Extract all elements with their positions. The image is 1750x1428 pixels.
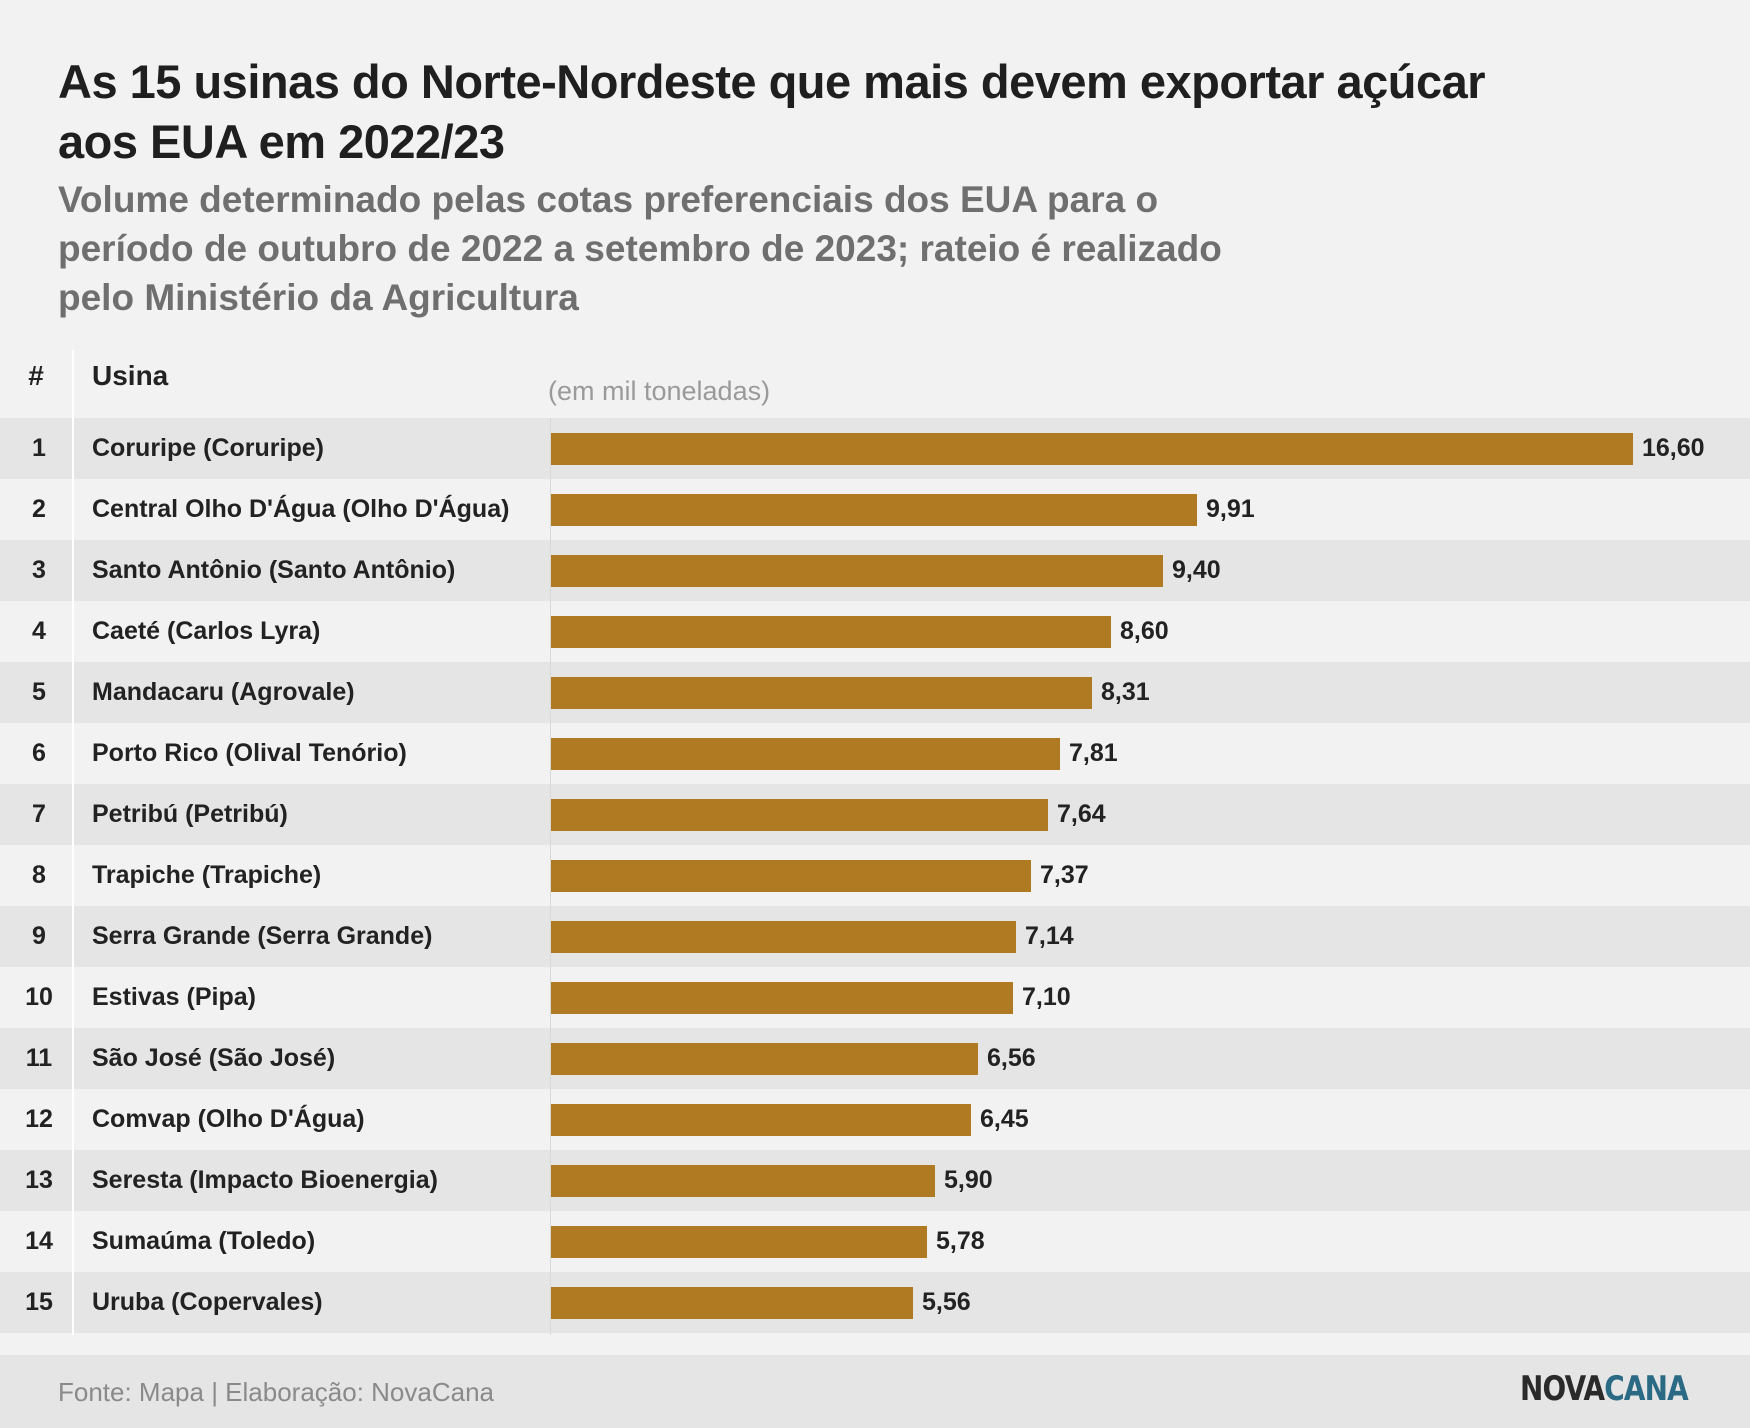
column-divider: [72, 350, 74, 1335]
value-label: 7,10: [1022, 983, 1071, 1011]
bar: [550, 738, 1060, 770]
rank-cell: 7: [32, 800, 46, 828]
table-row: 14 Sumaúma (Toledo) 5,78: [0, 1211, 1750, 1272]
value-label: 5,90: [944, 1166, 993, 1194]
source-note: Fonte: Mapa | Elaboração: NovaCana: [58, 1377, 495, 1407]
table-row: 13 Seresta (Impacto Bioenergia) 5,90: [0, 1150, 1750, 1211]
usina-name: São José (São José): [92, 1044, 336, 1072]
rank-cell: 1: [32, 434, 46, 462]
rank-cell: 4: [32, 617, 46, 645]
rank-column-header: #: [28, 360, 44, 391]
bar: [550, 1043, 978, 1075]
value-label: 9,40: [1172, 556, 1221, 584]
chart-title: As 15 usinas do Norte-Nordeste que mais …: [58, 55, 1486, 168]
rank-cell: 14: [25, 1227, 53, 1255]
usina-name: Comvap (Olho D'Água): [92, 1105, 365, 1133]
unit-label: (em mil toneladas): [548, 376, 771, 406]
bar: [550, 616, 1111, 648]
usina-name: Petribú (Petribú): [92, 800, 288, 828]
rank-cell: 2: [32, 495, 46, 523]
usina-name: Trapiche (Trapiche): [92, 861, 322, 889]
usina-name: Coruripe (Coruripe): [92, 434, 324, 462]
table-row: 10 Estivas (Pipa) 7,10: [0, 967, 1750, 1028]
footer: Fonte: Mapa | Elaboração: NovaCana NOVAC…: [0, 1355, 1750, 1428]
value-label: 6,45: [980, 1105, 1029, 1133]
value-label: 5,78: [936, 1227, 985, 1255]
usina-name: Porto Rico (Olival Tenório): [92, 739, 407, 767]
rank-cell: 15: [25, 1288, 53, 1316]
table-row: 11 São José (São José) 6,56: [0, 1028, 1750, 1089]
value-label: 5,56: [922, 1288, 971, 1316]
usina-name: Uruba (Copervales): [92, 1288, 323, 1316]
bar-baseline: [550, 418, 551, 1335]
usina-name: Serra Grande (Serra Grande): [92, 922, 433, 950]
value-label: 7,14: [1025, 922, 1074, 950]
bar: [550, 1226, 927, 1258]
value-label: 8,60: [1120, 617, 1169, 645]
bar-chart-rows: 1 Coruripe (Coruripe) 16,60 2 Central Olho D…: [0, 418, 1750, 1333]
table-row: 12 Comvap (Olho D'Água) 6,45: [0, 1089, 1750, 1150]
rank-cell: 10: [25, 983, 53, 1011]
rank-cell: 12: [25, 1105, 53, 1133]
value-label: 7,81: [1069, 739, 1118, 767]
value-label: 7,64: [1057, 800, 1106, 828]
value-label: 9,91: [1206, 495, 1255, 523]
bar: [550, 677, 1092, 709]
table-row: 5 Mandacaru (Agrovale) 8,31: [0, 662, 1750, 723]
rank-cell: 5: [32, 678, 46, 706]
bar: [550, 982, 1013, 1014]
value-label: 7,37: [1040, 861, 1089, 889]
usina-name: Central Olho D'Água (Olho D'Água): [92, 495, 510, 523]
rank-cell: 13: [25, 1166, 53, 1194]
rank-cell: 8: [32, 861, 46, 889]
usina-name: Mandacaru (Agrovale): [92, 678, 355, 706]
rank-cell: 6: [32, 739, 46, 767]
bar: [550, 860, 1031, 892]
usina-name: Sumaúma (Toledo): [92, 1227, 316, 1255]
table-row: 8 Trapiche (Trapiche) 7,37: [0, 845, 1750, 906]
bar: [550, 494, 1197, 526]
rank-cell: 9: [32, 922, 46, 950]
value-label: 8,31: [1101, 678, 1150, 706]
bar: [550, 433, 1633, 465]
usina-name: Seresta (Impacto Bioenergia): [92, 1166, 438, 1194]
usina-name: Estivas (Pipa): [92, 983, 256, 1011]
bar: [550, 555, 1163, 587]
bar: [550, 1287, 913, 1319]
table-row: 4 Caeté (Carlos Lyra) 8,60: [0, 601, 1750, 662]
chart-subtitle: Volume determinado pelas cotas preferenc…: [58, 179, 1222, 318]
bar: [550, 1165, 935, 1197]
value-label: 6,56: [987, 1044, 1036, 1072]
value-label: 16,60: [1642, 434, 1705, 462]
bar: [550, 921, 1016, 953]
bar: [550, 799, 1048, 831]
name-column-header: Usina: [92, 360, 169, 391]
table-row: 6 Porto Rico (Olival Tenório) 7,81: [0, 723, 1750, 784]
table-row: 3 Santo Antônio (Santo Antônio) 9,40: [0, 540, 1750, 601]
table-row: 1 Coruripe (Coruripe) 16,60: [0, 418, 1750, 479]
usina-name: Caeté (Carlos Lyra): [92, 617, 321, 645]
rank-cell: 3: [32, 556, 46, 584]
table-row: 2 Central Olho D'Água (Olho D'Água) 9,91: [0, 479, 1750, 540]
table-row: 9 Serra Grande (Serra Grande) 7,14: [0, 906, 1750, 967]
bar: [550, 1104, 971, 1136]
usina-name: Santo Antônio (Santo Antônio): [92, 556, 456, 584]
rank-cell: 11: [25, 1044, 53, 1072]
table-row: 7 Petribú (Petribú) 7,64: [0, 784, 1750, 845]
novacana-logo: NOVACANA: [1520, 1369, 1689, 1409]
table-row: 15 Uruba (Copervales) 5,56: [0, 1272, 1750, 1333]
